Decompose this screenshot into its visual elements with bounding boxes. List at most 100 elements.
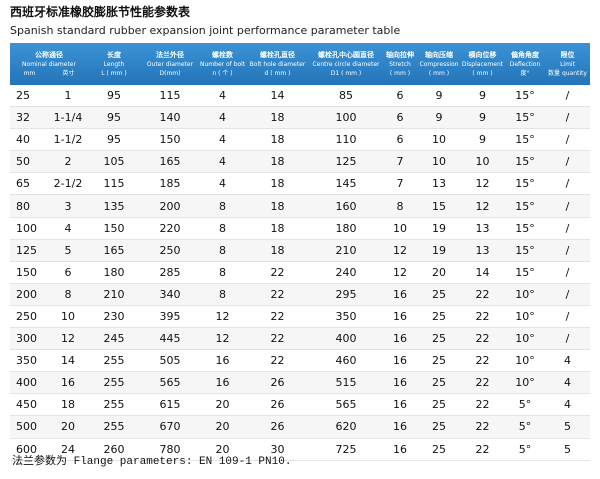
header-cell: 螺栓孔直径 Bolt hole diameter d ( mm )	[245, 43, 310, 85]
table-cell: 5	[545, 438, 590, 461]
table-cell: 25	[418, 415, 460, 439]
table-cell: 12	[200, 327, 245, 351]
table-cell: 13	[460, 217, 505, 240]
table-cell: 24	[48, 438, 88, 461]
table-cell: 22	[245, 327, 310, 351]
table-cell: 10	[418, 128, 460, 152]
table-cell: 8	[200, 217, 245, 240]
table-cell: 16	[382, 415, 418, 439]
table-cell: 22	[245, 283, 310, 306]
table-cell: 18	[48, 393, 88, 417]
table-cell: 22	[460, 349, 505, 373]
table-cell: 12	[460, 172, 505, 196]
table-row: 65 2-1/2 115 185 4 18 145 7 13 12 15° /	[10, 172, 590, 196]
table-cell: 12	[200, 305, 245, 329]
table-cell: /	[545, 172, 590, 196]
header-unit: D1 ( mm )	[330, 69, 362, 77]
table-cell: 19	[418, 217, 460, 240]
table-cell: 725	[310, 438, 382, 461]
header-unit: 数量 quantity	[548, 69, 587, 77]
table-cell: 100	[10, 217, 48, 240]
table-cell: 565	[310, 393, 382, 417]
table-cell: 400	[310, 327, 382, 351]
table-cell: 615	[140, 393, 200, 417]
table-cell: 500	[10, 415, 48, 439]
table-cell: 85	[310, 85, 382, 108]
table-cell: 14	[48, 349, 88, 373]
table-cell: 16	[382, 438, 418, 461]
header-en: Bolt hole diameter	[249, 60, 306, 68]
table-cell: 12	[382, 239, 418, 262]
header-zh: 螺栓孔直径	[260, 50, 295, 59]
header-en: Compression	[419, 60, 459, 68]
table-row: 250 10 230 395 12 22 350 16 25 22 10° /	[10, 305, 590, 329]
header-row: 公称通径 Nominal diameter mm 英寸 长度 Length L ( mm )…	[10, 43, 590, 85]
table-cell: 200	[140, 194, 200, 218]
table-row: 125 5 165 250 8 18 210 12 19 13 15° /	[10, 239, 590, 262]
table-cell: 620	[310, 415, 382, 439]
table-cell: 18	[245, 239, 310, 262]
table-cell: 9	[418, 85, 460, 108]
table-row: 350 14 255 505 16 22 460 16 25 22 10° 4	[10, 349, 590, 373]
table-cell: 185	[140, 172, 200, 196]
table-cell: 2-1/2	[48, 172, 88, 196]
table-cell: 5°	[505, 393, 545, 417]
table-cell: 10	[382, 217, 418, 240]
header-zh: 限位	[560, 50, 575, 59]
table-cell: 40	[10, 128, 48, 152]
table-cell: 4	[200, 150, 245, 174]
table-cell: 30	[245, 438, 310, 461]
table-cell: 125	[10, 239, 48, 262]
table-cell: 1-1/4	[48, 106, 88, 130]
table-cell: 250	[10, 305, 48, 329]
table-cell: 15°	[505, 239, 545, 262]
table-cell: 25	[418, 327, 460, 351]
header-cell: 法兰外径 Outer diameter D(mm)	[140, 43, 200, 85]
header-unit: ( mm )	[389, 69, 411, 77]
table-cell: 165	[140, 150, 200, 174]
table-cell: 10°	[505, 349, 545, 373]
header-unit: ( mm )	[472, 69, 493, 77]
table-row: 32 1-1/4 95 140 4 18 100 6 9 9 15° /	[10, 106, 590, 130]
table-cell: 18	[245, 194, 310, 218]
table-cell: 8	[200, 194, 245, 218]
table-cell: 6	[382, 106, 418, 130]
table-cell: 25	[418, 438, 460, 461]
table-cell: 230	[88, 305, 140, 329]
subtitle: Spanish standard rubber expansion joint …	[10, 24, 401, 37]
header-cell: 横向位移 Displacement( mm )	[460, 43, 505, 85]
table-cell: 115	[140, 85, 200, 108]
header-unit: ( mm )	[428, 69, 450, 77]
table-cell: 13	[460, 239, 505, 262]
header-unit: n ( 个 )	[212, 69, 233, 77]
table-cell: 4	[545, 349, 590, 373]
header-unit: mm	[23, 69, 36, 77]
table-cell: 515	[310, 371, 382, 395]
table-cell: 26	[245, 415, 310, 439]
table-cell: 9	[460, 106, 505, 130]
table-cell: 255	[88, 393, 140, 417]
table-cell: 25	[418, 393, 460, 417]
table-cell: 22	[460, 438, 505, 461]
table-cell: 460	[310, 349, 382, 373]
table-cell: 3	[48, 194, 88, 218]
table-body: 25 1 95 115 4 14 85 6 9 9 15°/32 1-1/4 95 140 4 18 100 6 9…	[10, 85, 590, 461]
header-en: Length	[103, 60, 125, 68]
table-cell: 110	[310, 128, 382, 152]
footer-note: 法兰参数为 Flange parameters: EN 109-1 PN10.	[12, 456, 292, 468]
table-cell: 19	[418, 239, 460, 262]
table-cell: /	[545, 283, 590, 306]
table-cell: 4	[200, 106, 245, 130]
table-cell: 245	[88, 327, 140, 351]
table-cell: 18	[245, 106, 310, 130]
table-cell: 150	[88, 217, 140, 240]
table-row: 400 16 255 565 16 26 515 16 25 22 10° 4	[10, 371, 590, 395]
table-cell: 18	[245, 172, 310, 196]
table-row: 500 20 255 670 20 26 620 16 25 22 5° 5	[10, 415, 590, 439]
table-cell: 22	[245, 349, 310, 373]
header-zh: 长度	[107, 50, 121, 59]
table-cell: 295	[310, 283, 382, 306]
table-row: 25 1 95 115 4 14 85 6 9 9 15° /	[10, 85, 590, 108]
table-cell: 8	[200, 261, 245, 284]
